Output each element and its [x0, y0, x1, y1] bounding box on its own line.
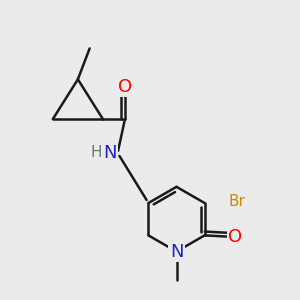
Text: N: N [103, 144, 117, 162]
Text: O: O [228, 228, 242, 246]
Text: N: N [170, 243, 183, 261]
Text: O: O [118, 78, 132, 96]
Text: Br: Br [229, 194, 245, 209]
Text: H: H [91, 146, 102, 160]
